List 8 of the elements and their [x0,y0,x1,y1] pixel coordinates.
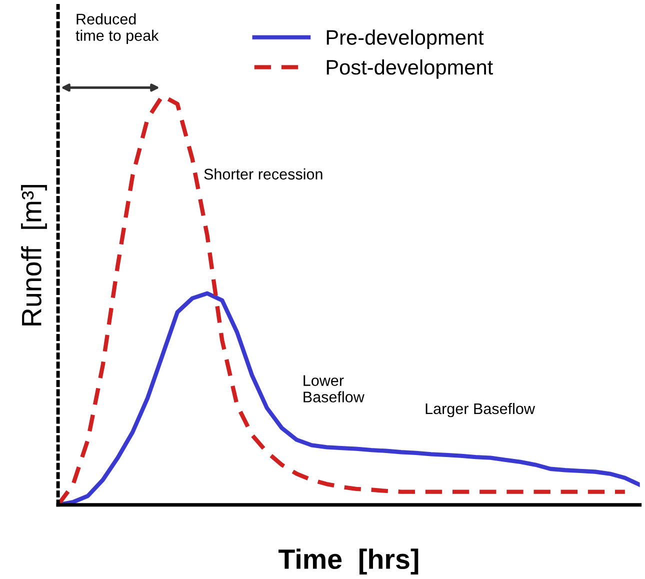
y-axis-title: Runoff [m³] [21,185,47,326]
legend-label: Post-development [326,59,493,79]
annotation: Shorter recession [204,168,322,180]
annotation: Larger Baseflow [426,402,536,418]
legend-label: Pre-development [326,30,484,49]
x-axis-title: Time [hrs] [278,548,418,575]
annotation: Lower Baseflow [304,375,364,402]
text: Reduced time to peak [76,13,159,44]
